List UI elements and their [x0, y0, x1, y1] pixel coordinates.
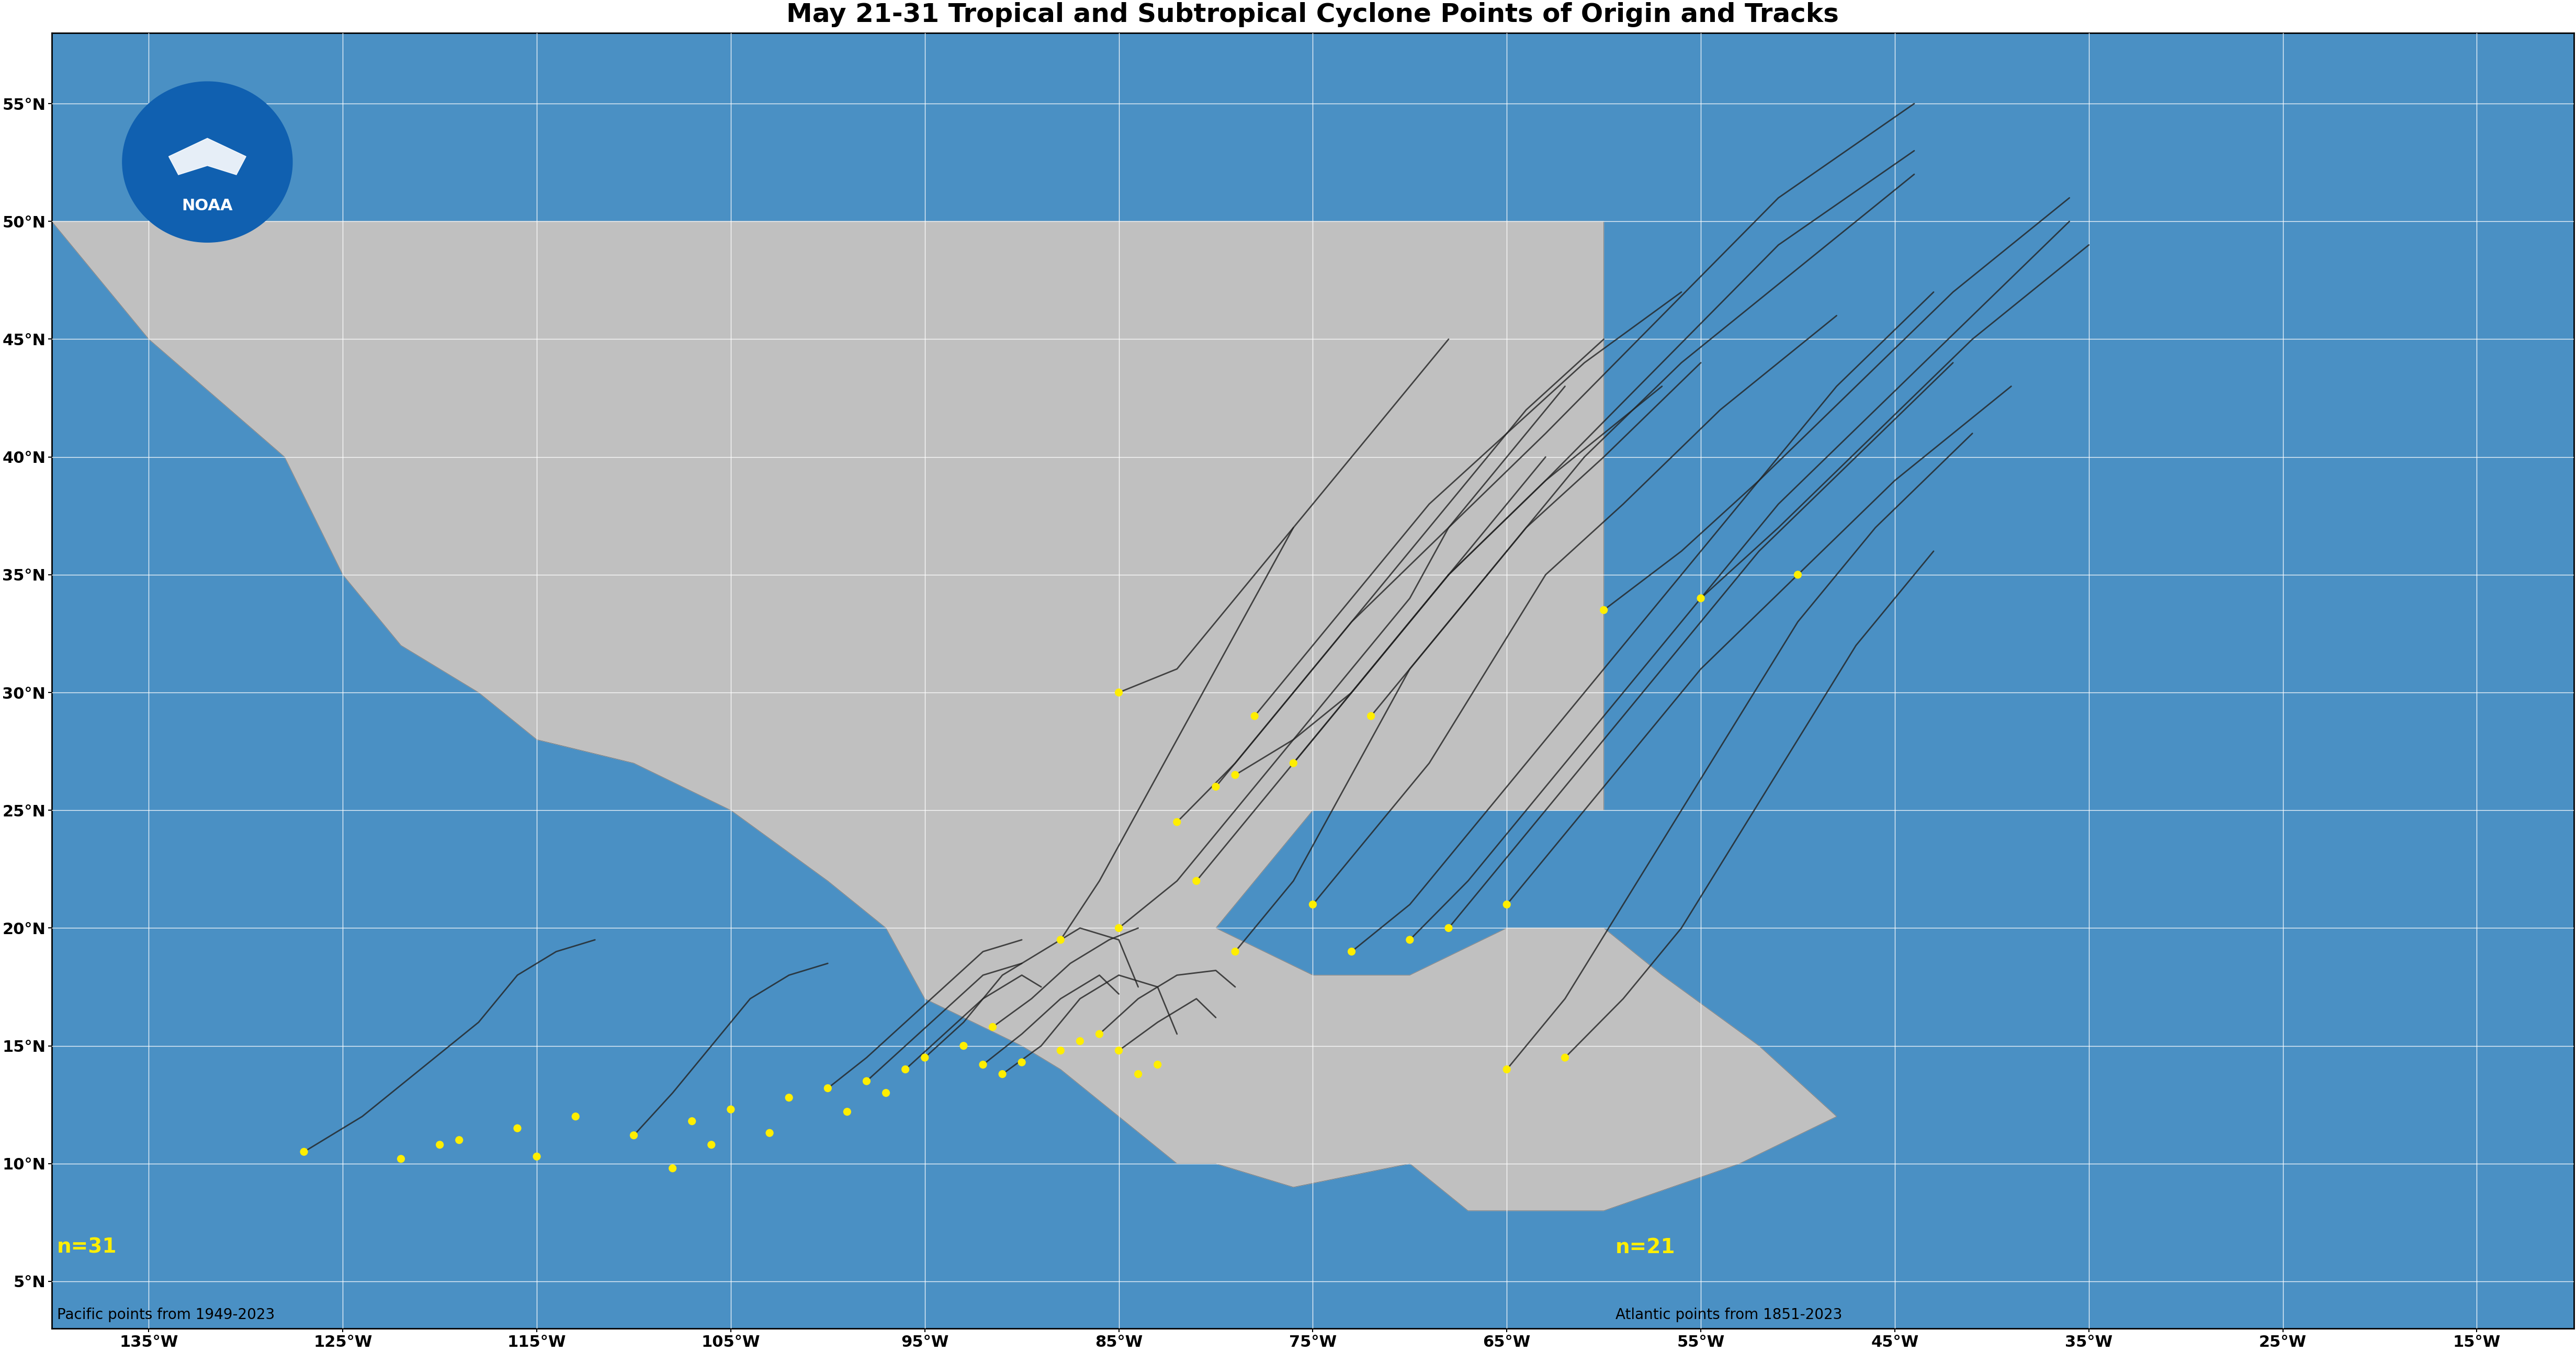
Point [1680, 588, 1721, 610]
Point [554, 1106, 595, 1128]
Point [1388, 929, 1430, 950]
Point [420, 1134, 461, 1156]
Text: n=21: n=21 [1615, 1237, 1674, 1257]
Point [1584, 599, 1625, 621]
Point [1293, 894, 1334, 915]
Point [1216, 764, 1257, 786]
Point [806, 1078, 848, 1099]
Point [768, 1087, 809, 1109]
Point [1079, 1023, 1121, 1045]
Point [1097, 681, 1139, 703]
Point [711, 1099, 752, 1121]
Point [1486, 1059, 1528, 1080]
Point [866, 1082, 907, 1103]
Point [1216, 941, 1257, 963]
Point [1175, 871, 1216, 892]
Polygon shape [167, 138, 245, 174]
Point [884, 1059, 925, 1080]
Point [1486, 894, 1528, 915]
Polygon shape [52, 222, 1837, 1210]
Point [672, 1110, 714, 1132]
Point [827, 1101, 868, 1122]
Point [1041, 1040, 1082, 1061]
Point [1546, 1046, 1587, 1068]
Point [1273, 752, 1314, 773]
Point [1097, 1040, 1139, 1061]
Point [1332, 941, 1373, 963]
Point [845, 1071, 886, 1092]
Point [971, 1017, 1012, 1038]
Point [1136, 1053, 1177, 1075]
Point [1097, 917, 1139, 938]
Point [652, 1157, 693, 1179]
Point [981, 1063, 1023, 1084]
Point [1195, 776, 1236, 798]
Text: Pacific points from 1949-2023: Pacific points from 1949-2023 [57, 1307, 276, 1322]
Point [1002, 1052, 1043, 1073]
Text: n=31: n=31 [57, 1237, 116, 1257]
Point [1234, 706, 1275, 727]
Text: NOAA: NOAA [183, 199, 232, 214]
Point [497, 1118, 538, 1140]
Point [381, 1148, 422, 1169]
Polygon shape [124, 81, 291, 242]
Point [283, 1141, 325, 1163]
Point [963, 1053, 1005, 1075]
Point [690, 1134, 732, 1156]
Point [1777, 564, 1819, 585]
Point [1059, 1030, 1100, 1052]
Point [1157, 811, 1198, 833]
Title: May 21-31 Tropical and Subtropical Cyclone Points of Origin and Tracks: May 21-31 Tropical and Subtropical Cyclo… [786, 3, 1839, 27]
Point [1118, 1063, 1159, 1084]
Point [943, 1036, 984, 1057]
Point [750, 1122, 791, 1144]
Point [1350, 706, 1391, 727]
Point [613, 1125, 654, 1146]
Point [515, 1145, 556, 1167]
Point [438, 1129, 479, 1151]
Point [904, 1046, 945, 1068]
Point [1427, 917, 1468, 938]
Point [1041, 929, 1082, 950]
Text: Atlantic points from 1851-2023: Atlantic points from 1851-2023 [1615, 1307, 1842, 1322]
